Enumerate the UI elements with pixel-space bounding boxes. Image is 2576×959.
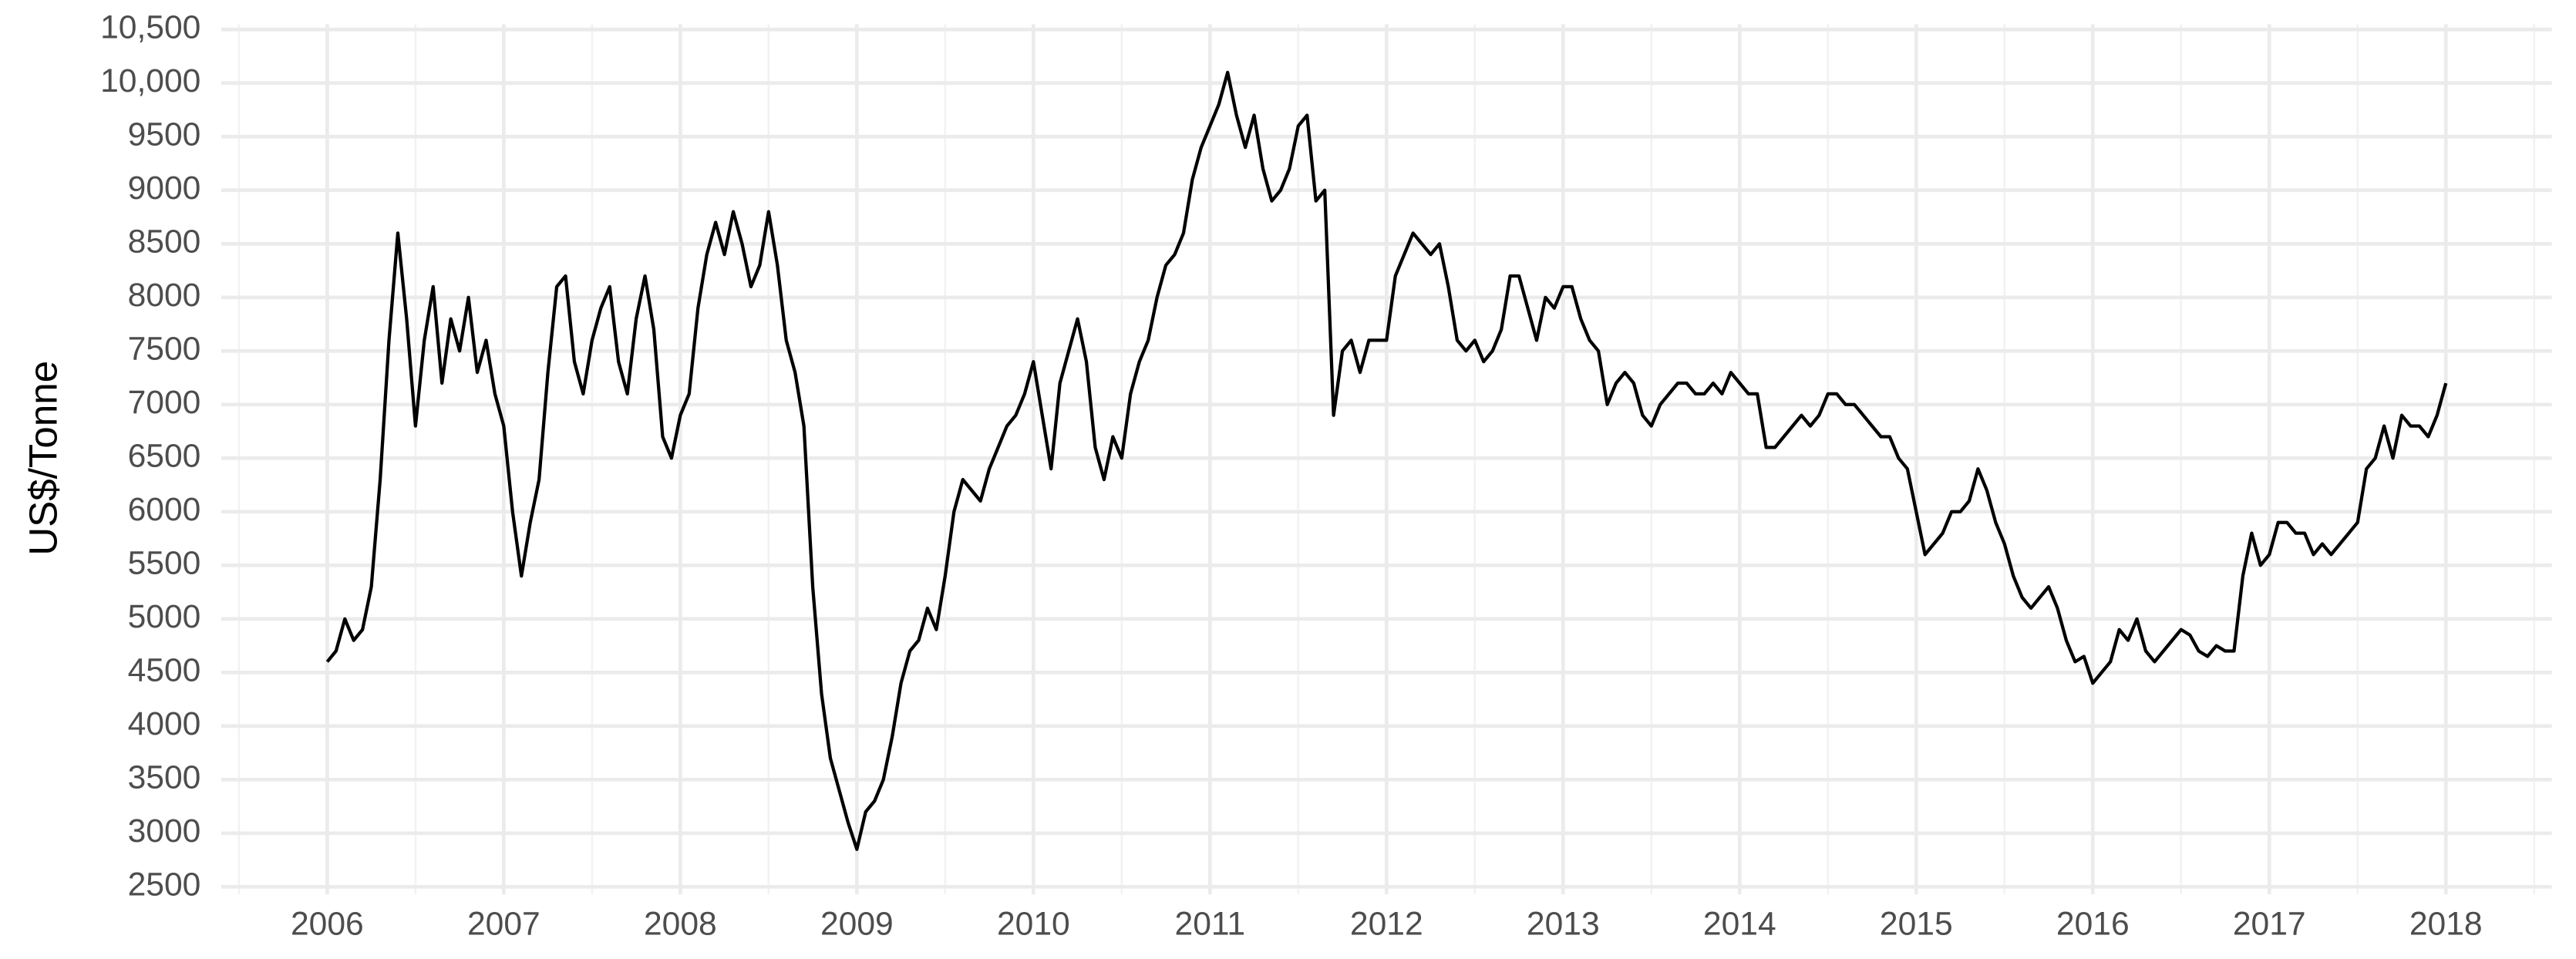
grid bbox=[221, 24, 2552, 895]
x-tick-label: 2008 bbox=[644, 906, 717, 943]
y-tick-label: 7000 bbox=[128, 384, 201, 421]
plot-area bbox=[325, 70, 2448, 851]
price-line bbox=[325, 70, 2448, 851]
y-tick-label: 9500 bbox=[128, 116, 201, 153]
x-tick-label: 2009 bbox=[820, 906, 894, 943]
x-tick-label: 2011 bbox=[1175, 906, 1246, 943]
y-tick-label: 6500 bbox=[128, 438, 201, 475]
x-tick-label: 2007 bbox=[467, 906, 540, 943]
x-tick-label: 2012 bbox=[1350, 906, 1423, 943]
y-tick-label: 5000 bbox=[128, 598, 201, 635]
y-tick-label: 4500 bbox=[128, 652, 201, 689]
y-tick-label: 3000 bbox=[128, 813, 201, 850]
x-tick-label: 2015 bbox=[1880, 906, 1953, 943]
y-tick-label: 3500 bbox=[128, 759, 201, 796]
y-tick-label: 10,500 bbox=[100, 9, 200, 46]
x-tick-label: 2014 bbox=[1703, 906, 1776, 943]
x-tick-label: 2018 bbox=[2409, 906, 2483, 943]
y-tick-label: 7500 bbox=[128, 331, 201, 368]
y-tick-label: 5500 bbox=[128, 545, 201, 582]
x-tick-label: 2010 bbox=[997, 906, 1070, 943]
x-tick-label: 2006 bbox=[291, 906, 364, 943]
x-tick-label: 2016 bbox=[2056, 906, 2130, 943]
y-tick-label: 8500 bbox=[128, 224, 201, 261]
y-tick-label: 10,000 bbox=[100, 62, 200, 99]
y-tick-label: 9000 bbox=[128, 170, 201, 207]
y-tick-label: 8000 bbox=[128, 277, 201, 314]
x-tick-label: 2017 bbox=[2233, 906, 2306, 943]
y-tick-label: 2500 bbox=[128, 866, 201, 903]
y-tick-label: 6000 bbox=[128, 491, 201, 528]
y-axis-title: US$/Tonne bbox=[22, 361, 66, 556]
x-tick-label: 2013 bbox=[1527, 906, 1600, 943]
y-tick-label: 4000 bbox=[128, 705, 201, 742]
